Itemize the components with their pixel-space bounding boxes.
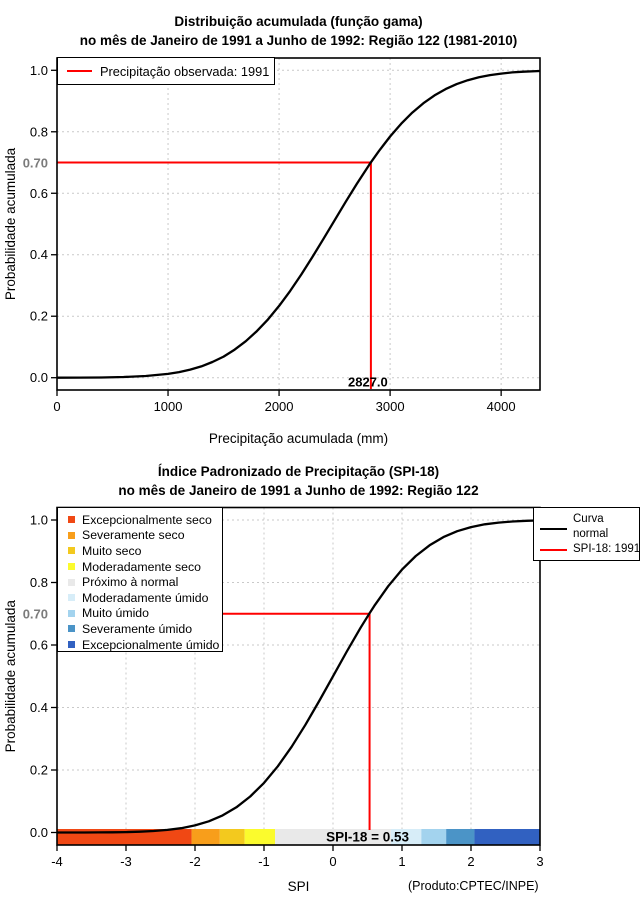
y-tick-label: 0.0 bbox=[30, 370, 48, 385]
color-bar-segment bbox=[275, 829, 391, 845]
observed-line-sample bbox=[67, 69, 92, 73]
color-bar-segment bbox=[219, 829, 245, 845]
category-label: Moderadamente úmido bbox=[82, 590, 209, 605]
category-color-swatch bbox=[68, 578, 75, 586]
spi-legend-label: SPI-18: 1991 bbox=[573, 543, 640, 555]
color-bar-segment bbox=[421, 829, 447, 845]
top-chart-legend: Precipitação observada: 1991 bbox=[57, 57, 275, 85]
x-tick-label: 0 bbox=[329, 854, 336, 869]
category-color-swatch bbox=[68, 563, 75, 571]
plot-box bbox=[56, 57, 541, 391]
y-tick-label: 0.4 bbox=[30, 247, 48, 262]
x-axis-title: Precipitação acumulada (mm) bbox=[209, 431, 388, 446]
legend-item: Severamente úmido bbox=[58, 621, 222, 637]
category-label: Próximo à normal bbox=[82, 575, 179, 590]
top-chart-title: Distribuição acumulada (função gama) bbox=[174, 14, 423, 29]
x-tick-label: -4 bbox=[51, 854, 63, 869]
color-bar-segment bbox=[474, 829, 540, 845]
y-axis-title: Probabilidade acumulada bbox=[3, 600, 18, 753]
x-tick-label: 4000 bbox=[487, 399, 516, 414]
legend-item: Muito seco bbox=[58, 543, 222, 559]
category-label: Muito úmido bbox=[82, 606, 149, 621]
x-tick-label: -3 bbox=[120, 854, 132, 869]
x-tick-label: 2000 bbox=[265, 399, 294, 414]
category-label: Moderadamente seco bbox=[82, 559, 201, 574]
y-axis-title: Probabilidade acumulada bbox=[3, 147, 18, 300]
color-bar-segment bbox=[446, 829, 475, 845]
x-tick-label: 2 bbox=[467, 854, 474, 869]
legend-item: Próximo à normal bbox=[58, 574, 222, 590]
y-tick-label: 0.6 bbox=[30, 186, 48, 201]
spi-category-legend: Excepcionalmente seco Severamente seco Mui… bbox=[57, 507, 223, 652]
legend-item: Severamente seco bbox=[58, 528, 222, 544]
category-color-swatch bbox=[68, 516, 75, 524]
legend-item: Muito úmido bbox=[58, 606, 222, 622]
highlight-prob-label: 0.70 bbox=[23, 155, 48, 170]
category-label: Excepcionalmente úmido bbox=[82, 637, 220, 652]
cdf-curve bbox=[57, 519, 541, 834]
category-label: Severamente seco bbox=[82, 528, 185, 543]
category-color-swatch bbox=[68, 609, 75, 617]
category-color-swatch bbox=[68, 625, 75, 633]
x-axis-title: SPI bbox=[288, 879, 310, 894]
product-footnote: (Produto:CPTEC/INPE) bbox=[408, 879, 539, 893]
spi-bar-label: SPI-18 = 0.53 bbox=[326, 830, 409, 845]
y-tick-label: 0.2 bbox=[30, 763, 48, 778]
legend-item: Excepcionalmente seco bbox=[58, 512, 222, 528]
spi-line-sample bbox=[540, 549, 567, 552]
highlight-value-label: 2827.0 bbox=[348, 375, 388, 390]
x-tick-label: -1 bbox=[258, 854, 270, 869]
y-tick-label: 0.8 bbox=[30, 124, 48, 139]
x-tick-label: 3 bbox=[536, 854, 543, 869]
top-legend-label: Precipitação observada: 1991 bbox=[100, 63, 270, 79]
category-color-swatch bbox=[68, 594, 75, 602]
color-bar-segment bbox=[191, 829, 220, 845]
category-label: Excepcionalmente seco bbox=[82, 512, 212, 527]
x-tick-label: 1000 bbox=[154, 399, 183, 414]
y-tick-label: 1.0 bbox=[30, 513, 48, 528]
color-bar-segment bbox=[244, 829, 276, 845]
legend-item: Moderadamente úmido bbox=[58, 590, 222, 606]
y-tick-label: 0.2 bbox=[30, 309, 48, 324]
category-label: Muito seco bbox=[82, 543, 142, 558]
normal-curve-line-sample bbox=[540, 528, 567, 531]
x-tick-label: 3000 bbox=[376, 399, 405, 414]
y-tick-label: 0.0 bbox=[30, 825, 48, 840]
bottom-chart-curve-legend: Curva normal SPI-18: 1991 bbox=[533, 507, 640, 561]
normal-curve-label-line2: normal bbox=[573, 528, 609, 540]
y-tick-label: 0.6 bbox=[30, 638, 48, 653]
cdf-curve bbox=[56, 69, 541, 379]
legend-item: Excepcionalmente úmido bbox=[58, 637, 222, 653]
y-tick-label: 0.8 bbox=[30, 575, 48, 590]
normal-curve-label-line1: Curva bbox=[573, 513, 604, 525]
category-color-swatch bbox=[68, 547, 75, 555]
top-chart-subtitle: no mês de Janeiro de 1991 a Junho de 199… bbox=[79, 33, 518, 48]
color-bar-segment bbox=[390, 829, 422, 845]
plot-box bbox=[56, 506, 541, 846]
y-tick-label: 1.0 bbox=[30, 63, 48, 78]
bottom-chart-subtitle: no mês de Janeiro de 1991 a Junho de 199… bbox=[118, 483, 479, 498]
legend-item: Moderadamente seco bbox=[58, 559, 222, 575]
y-tick-label: 0.4 bbox=[30, 700, 48, 715]
highlight-prob-label: 0.70 bbox=[23, 607, 48, 622]
category-color-swatch bbox=[68, 641, 75, 649]
x-tick-label: -2 bbox=[189, 854, 201, 869]
bottom-chart-title: Índice Padronizado de Precipitação (SPI-… bbox=[157, 464, 440, 479]
x-tick-label: 1 bbox=[398, 854, 405, 869]
category-color-swatch bbox=[68, 531, 75, 539]
x-tick-label: 0 bbox=[53, 399, 60, 414]
category-label: Severamente úmido bbox=[82, 621, 193, 636]
